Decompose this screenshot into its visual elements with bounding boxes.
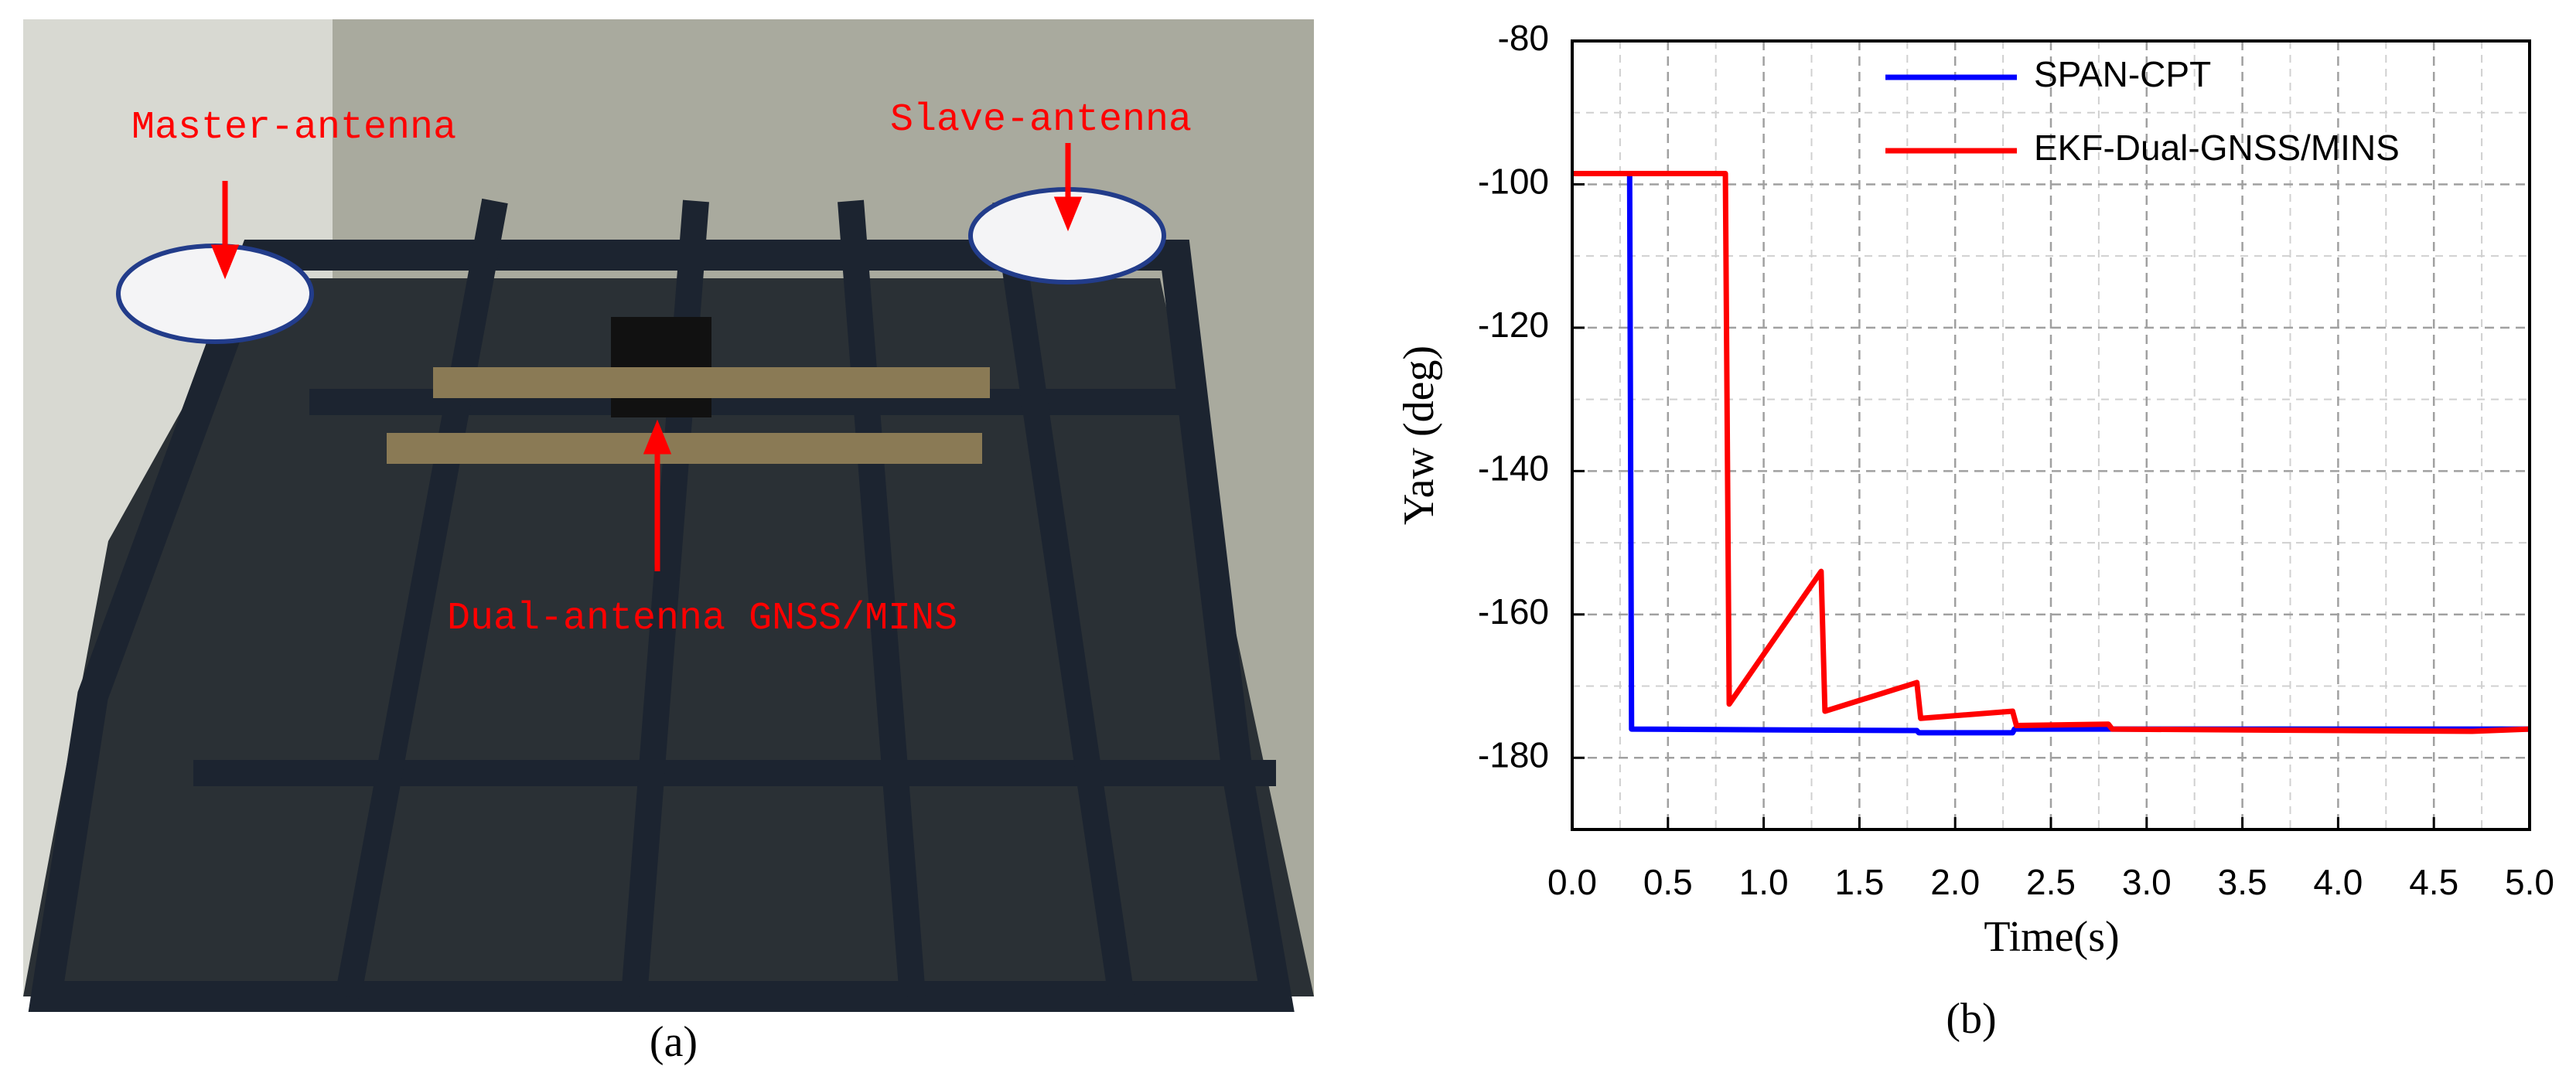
caption: (a) — [650, 1018, 698, 1066]
x-tick-label: 0.0 — [1547, 862, 1597, 902]
x-tick-label: 1.0 — [1739, 862, 1789, 902]
y-tick-label: -80 — [1498, 18, 1549, 58]
y-tick-label: -120 — [1478, 305, 1549, 345]
x-tick-label: 2.0 — [1930, 862, 1980, 902]
photo-label: Master-antenna — [131, 106, 456, 150]
rack-bars — [193, 198, 1276, 1000]
x-tick-label: 3.5 — [2218, 862, 2267, 902]
legend-label: SPAN-CPT — [2034, 54, 2211, 94]
y-tick-label: -140 — [1478, 448, 1549, 489]
arrows — [210, 143, 1083, 571]
plot-frame — [1571, 39, 2531, 831]
y-axis-title: Yaw (deg) — [1395, 346, 1443, 525]
master-antenna-icon — [116, 244, 314, 344]
x-tick-label: 0.5 — [1643, 862, 1693, 902]
y-tick-label: -180 — [1478, 734, 1549, 775]
x-tick-label: 5.0 — [2505, 862, 2554, 902]
rail — [433, 367, 990, 398]
rack-frame — [28, 240, 1295, 1012]
photo: Master-antenna Slave-antenna Dual-antenn… — [23, 19, 1314, 1066]
legend-label: EKF-Dual-GNSS/MINS — [2034, 128, 2400, 168]
y-tick-label: -160 — [1478, 591, 1549, 632]
x-tick-label: 4.0 — [2313, 862, 2363, 902]
x-tick-label: 3.0 — [2122, 862, 2172, 902]
y-tick-label: -100 — [1478, 162, 1549, 202]
x-tick-label: 2.5 — [2026, 862, 2076, 902]
x-tick-label: 4.5 — [2409, 862, 2458, 902]
x-tick-label: 1.5 — [1834, 862, 1884, 902]
photo-label: Slave-antenna — [890, 98, 1192, 142]
photo-label: Dual-antenna GNSS/MINS — [447, 597, 957, 641]
caption: (b) — [1946, 995, 1996, 1043]
data-line — [1572, 171, 2530, 736]
rail — [387, 433, 982, 464]
data-line — [1572, 171, 2530, 734]
x-axis-title: Time(s) — [1984, 913, 2119, 961]
